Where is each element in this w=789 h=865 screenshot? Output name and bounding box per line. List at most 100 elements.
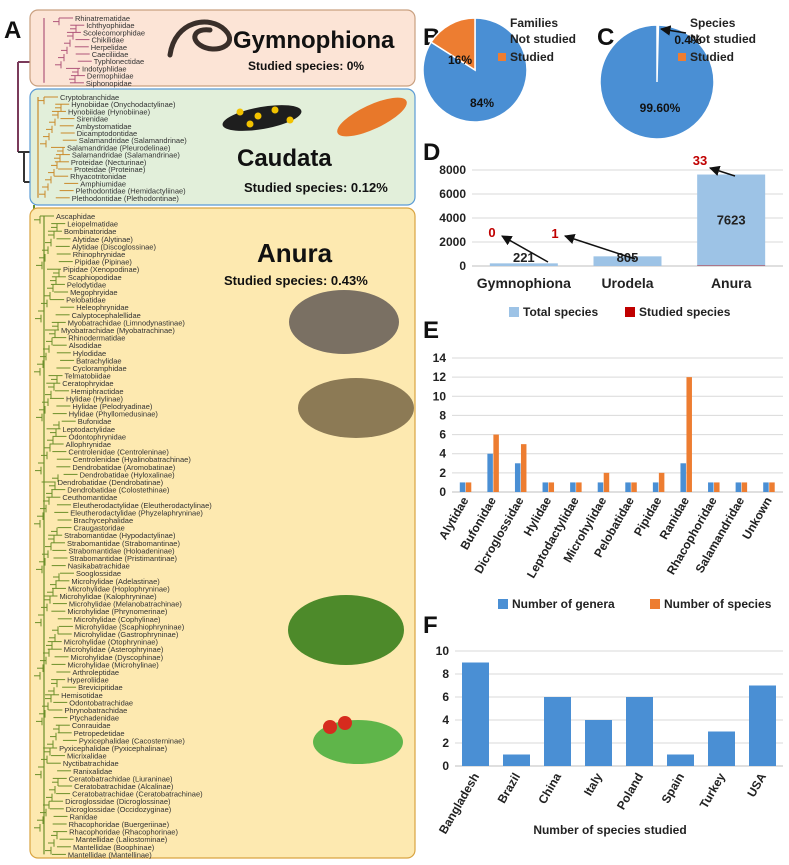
pie-value-label: 99.60%	[640, 101, 681, 115]
y-tick-label: 4	[442, 713, 449, 727]
taxon-label: Alytidae (Alytinae)	[72, 235, 133, 244]
y-tick-label: 8	[442, 667, 449, 681]
salamander-spot	[254, 112, 262, 120]
taxon-label: Chikilidae	[91, 36, 124, 45]
taxon-label: Megophryidae	[70, 288, 118, 297]
clade-anura: AscaphidaeLeiopelmatidaeBombinatoridaeAl…	[29, 207, 416, 859]
bar-chart-e: 02468101214AlytidaeBufonidaeDicroglossid…	[433, 351, 783, 611]
taxon-label: Batrachylidae	[76, 356, 121, 365]
salamander-spot	[271, 106, 279, 114]
taxon-label: Cryptobranchidae	[60, 93, 119, 102]
y-tick-label: 10	[433, 389, 447, 403]
data-label-studied: 1	[551, 226, 558, 241]
y-tick-label: 6	[442, 690, 449, 704]
pie-title: Species	[690, 16, 736, 30]
taxon-label: Nasikabatrachidae	[68, 562, 130, 571]
taxon-label: Strabomantidae (Hypodactylinae)	[64, 531, 176, 540]
pie-value-label: 0.4%	[674, 33, 702, 47]
bar-species	[714, 482, 720, 492]
legend-swatch	[498, 599, 508, 609]
taxon-label: Conrauidae	[72, 721, 111, 730]
data-label-total: 221	[513, 250, 535, 265]
y-tick-label: 2000	[439, 235, 466, 249]
green-frog-image	[288, 595, 404, 665]
bar-total-species	[593, 256, 662, 266]
taxon-label: Herpelidae	[91, 43, 127, 52]
y-tick-label: 2	[439, 466, 446, 480]
taxon-label: Telmatobiidae	[65, 372, 111, 381]
pie-slice-studied	[430, 17, 476, 72]
taxon-label: Salamandridae (Pleurodelinae)	[67, 143, 171, 152]
animal-illustrations	[167, 19, 414, 764]
taxon-label: Proteidae (Proteinae)	[74, 165, 146, 174]
taxon-label: Salamandridae (Salamandrinae)	[72, 151, 180, 160]
taxon-label: Ichthyophiidae	[86, 21, 134, 30]
taxon-label: Amphiumidae	[80, 179, 126, 188]
taxon-label: Leiopelmatidae	[67, 220, 118, 229]
taxon-label: Microhylidae (Asterophryinae)	[64, 645, 164, 654]
taxon-label: Brachycephalidae	[74, 516, 134, 525]
taxon-label: Ascaphidae	[56, 212, 95, 221]
taxon-label: Eleutherodactylidae (Eleutherodactylinae…	[73, 501, 212, 510]
taxon-label: Pelodytidae	[67, 280, 106, 289]
taxon-label: Hylidae (Phyllomedusinae)	[69, 410, 159, 419]
taxon-label: Hemiphractidae	[71, 387, 124, 396]
taxon-label: Pelobatidae	[66, 296, 106, 305]
taxon-label: Pipidae (Pipinae)	[75, 258, 133, 267]
bar-species	[658, 472, 665, 492]
x-axis-title: Number of species studied	[533, 823, 686, 837]
bar-genera	[487, 453, 493, 492]
taxon-label: Caeciliidae	[92, 50, 129, 59]
bar-genera	[459, 482, 466, 492]
taxon-label: Dendrobatidae (Aromobatinae)	[72, 463, 175, 472]
bar-total-species	[697, 174, 766, 266]
caudata-subtitle: Studied species: 0.12%	[244, 180, 388, 195]
panel-letter-d: D	[423, 139, 440, 166]
legend-label: Not studied	[690, 32, 756, 46]
y-tick-label: 10	[436, 644, 450, 658]
taxon-label: Ceratobatrachidae (Alcalinae)	[74, 782, 174, 791]
bar-genera	[597, 482, 604, 492]
pie-title: Families	[510, 16, 558, 30]
bar-species	[686, 377, 692, 492]
y-tick-label: 2	[442, 736, 449, 750]
bar-species	[631, 482, 637, 492]
x-tick-label: China	[535, 770, 564, 806]
bar-species	[493, 434, 499, 492]
clade-gymnophiona: RhinatrematidaeIchthyophiidaeScolecomorp…	[29, 9, 416, 88]
legend-swatch	[625, 307, 635, 317]
taxon-label: Brevicipitidae	[78, 683, 123, 692]
caudata-title: Caudata	[237, 145, 332, 172]
taxon-label: Hylidae (Hylinae)	[66, 394, 124, 403]
taxon-label: Microhylidae (Kalophryninae)	[59, 592, 157, 601]
taxon-label: Micrixalidae	[67, 752, 107, 761]
data-label-total: 805	[617, 250, 639, 265]
bar-genera	[542, 482, 549, 492]
x-tick-label: Poland	[614, 771, 646, 813]
x-tick-label: Urodela	[601, 275, 653, 291]
bar-genera	[735, 482, 742, 492]
taxon-label: Siphonopidae	[86, 79, 132, 88]
taxon-label: Ceuthomantidae	[62, 493, 117, 502]
legend-swatch	[498, 53, 506, 61]
bar-country	[749, 685, 776, 766]
taxon-label: Microhylidae (Gastrophryninae)	[74, 630, 179, 639]
taxon-label: Hylodidae	[73, 349, 106, 358]
bar-chart-f: 0 2 4 6 8 10 Bangladesh Brazil China Italy Poland S…	[436, 644, 783, 837]
taxon-label: Scaphiopodidae	[68, 273, 122, 282]
pie-value-label: 84%	[470, 96, 494, 110]
annotation-arrow	[564, 233, 636, 260]
legend-label: Studied	[690, 50, 734, 64]
taxon-label: Indotyphlidae	[82, 64, 127, 73]
taxon-label: Dermophiidae	[87, 72, 134, 81]
bar-country	[462, 662, 489, 766]
taxon-label: Craugastoridae	[74, 524, 125, 533]
taxon-label: Microhylidae (Hoplophryninae)	[68, 584, 170, 593]
panel-letter-f: F	[423, 612, 438, 639]
taxon-label: Dendrobatidae (Hyloxalinae)	[80, 470, 176, 479]
taxon-label: Rhinodermatidae	[68, 334, 125, 343]
orange-newt-image	[337, 97, 407, 137]
tree-frog-eye	[323, 720, 337, 734]
bar-chart-d: 0 2000 4000 6000 8000 221 Gymnophiona 805 Urodel…	[439, 153, 783, 319]
